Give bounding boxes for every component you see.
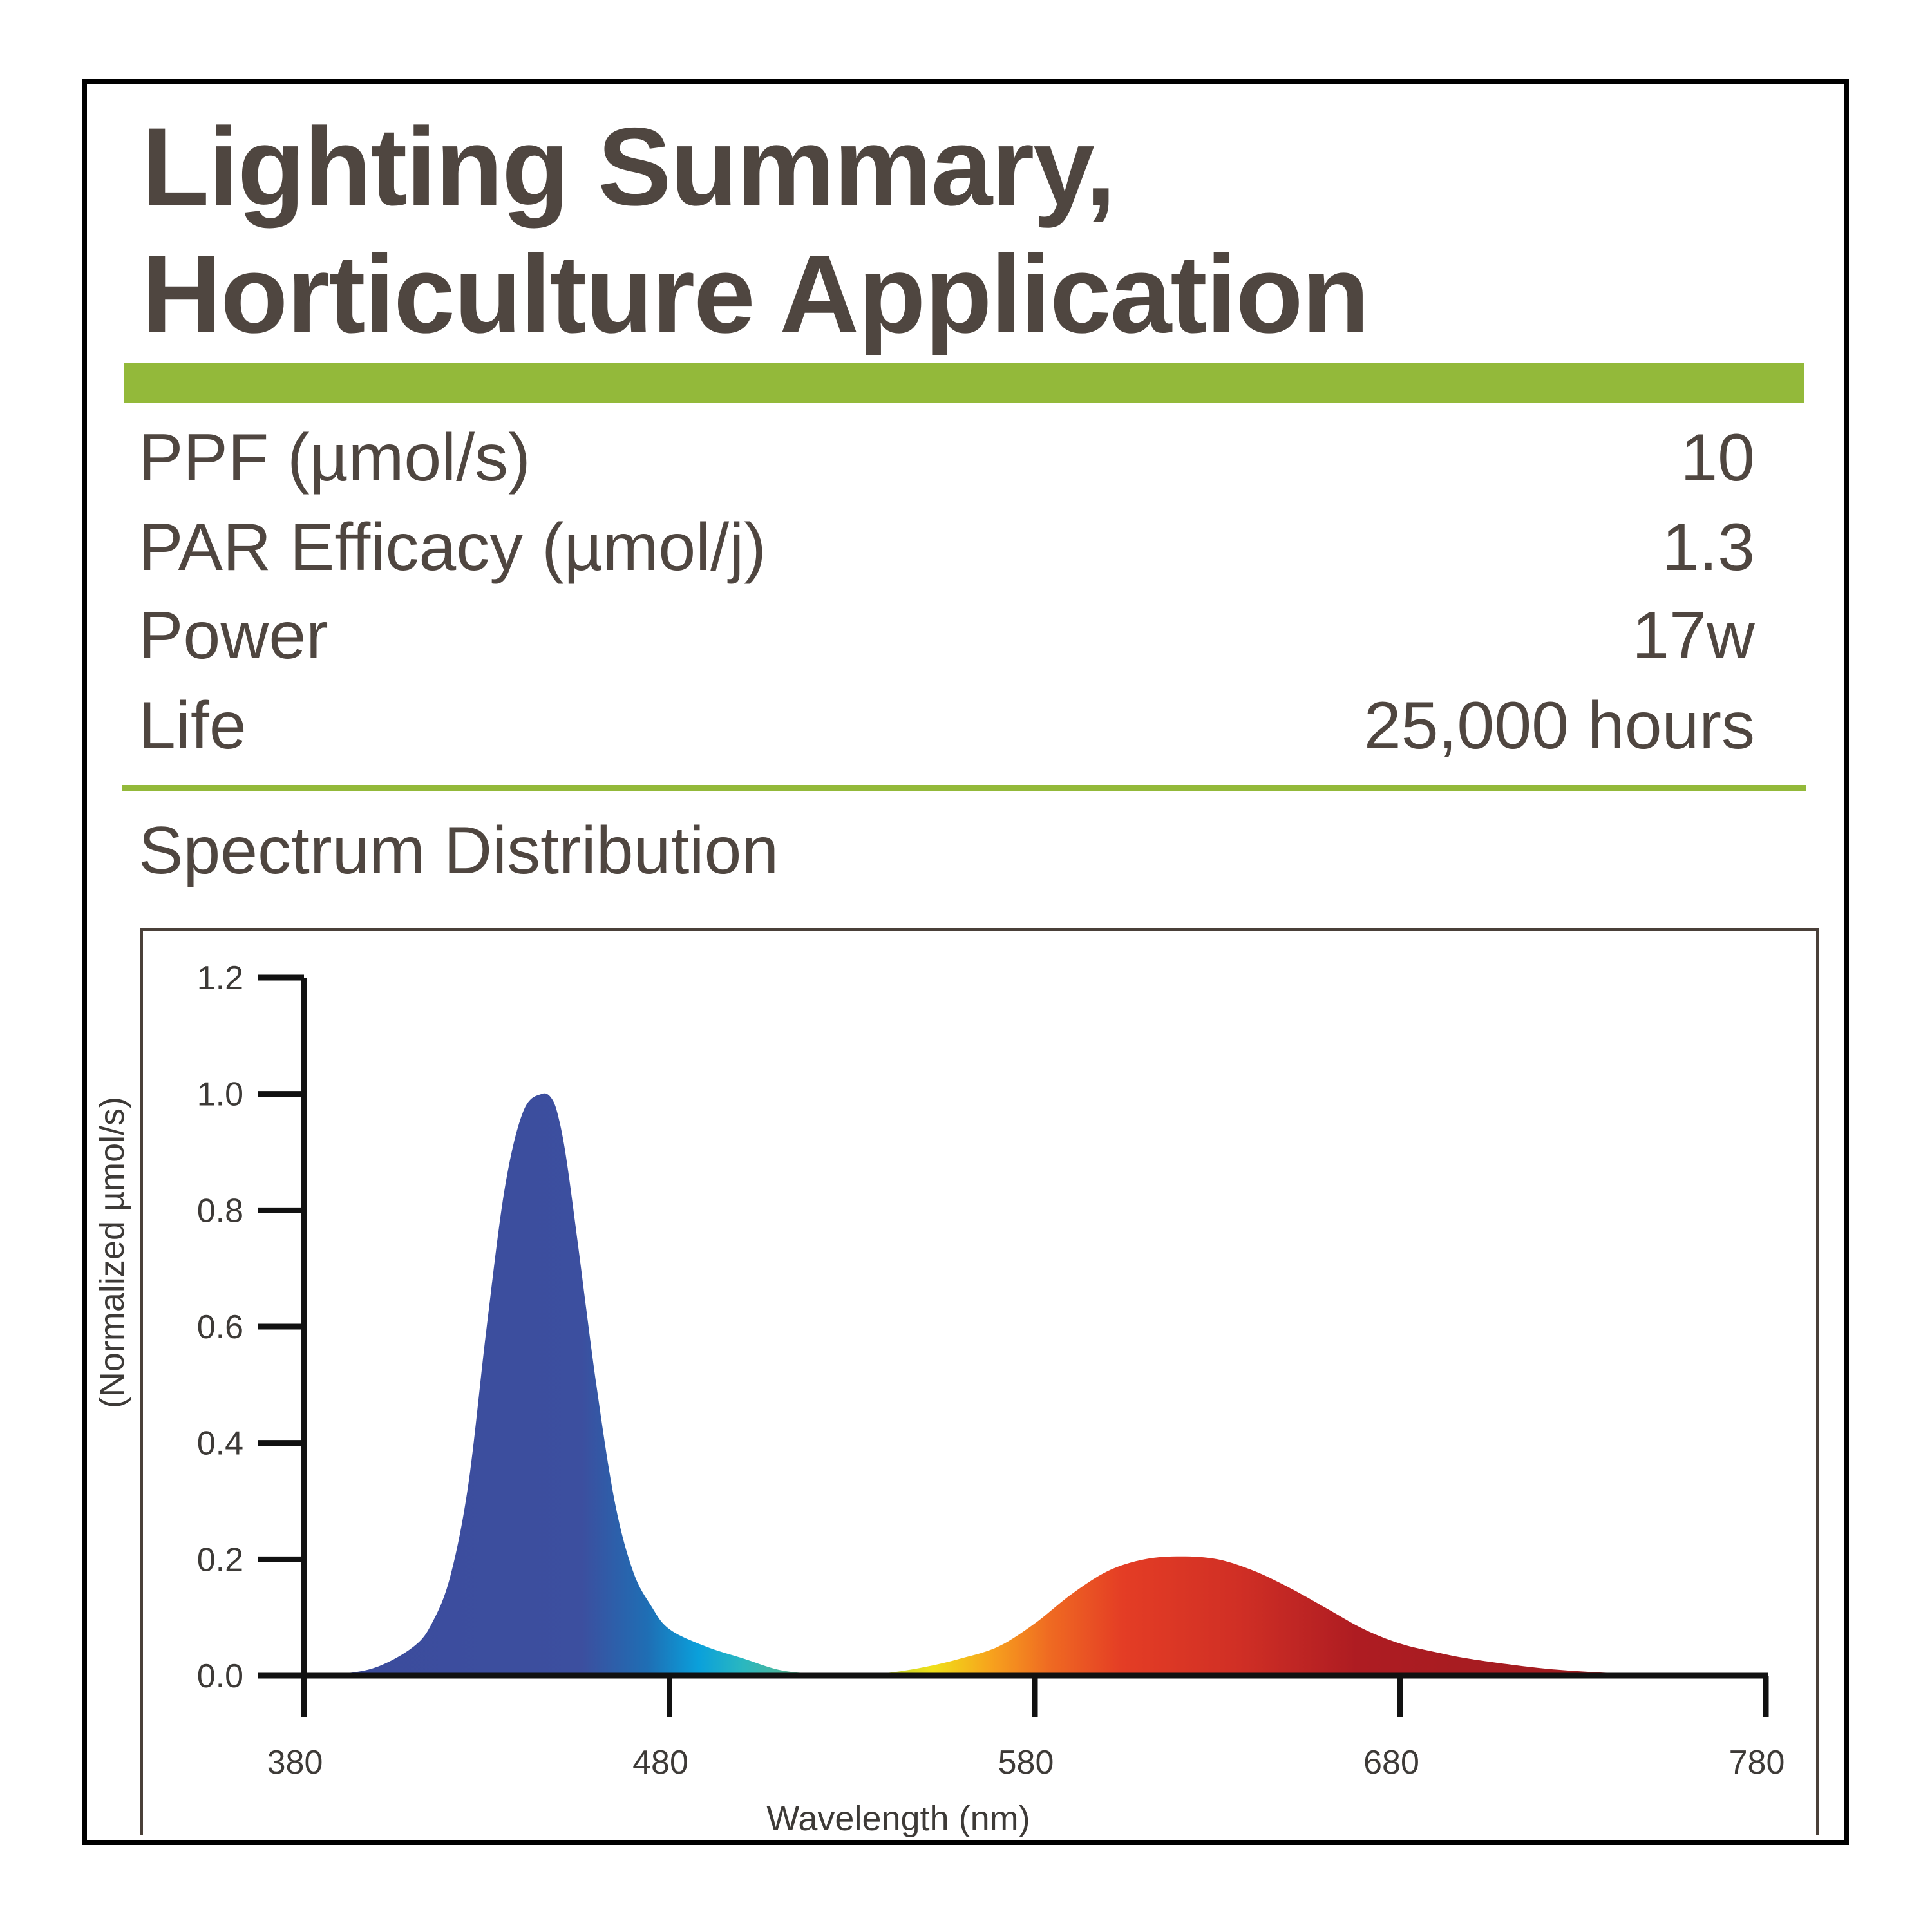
y-tick-label: 0.2 xyxy=(197,1541,243,1578)
spec-label: PAR Efficacy (µmol/j) xyxy=(138,509,766,585)
title-line-1: Lighting Summary, xyxy=(142,105,1116,229)
x-tick-label: 380 xyxy=(267,1744,323,1781)
spec-row-life: Life 25,000 hours xyxy=(138,684,1755,768)
y-tick-label: 0.8 xyxy=(197,1192,243,1229)
spec-row-par-efficacy: PAR Efficacy (µmol/j) 1.3 xyxy=(138,506,1755,589)
title-line-2: Horticulture Application xyxy=(142,232,1370,356)
green-divider xyxy=(122,785,1806,791)
page-title: Lighting Summary, Horticulture Applicati… xyxy=(142,103,1370,358)
spec-value: 17w xyxy=(1632,598,1755,673)
green-header-bar xyxy=(124,363,1804,403)
y-tick-label: 0.4 xyxy=(197,1425,243,1463)
spec-value: 1.3 xyxy=(1662,509,1755,585)
chart-border xyxy=(140,928,1819,1835)
spec-row-power: Power 17w xyxy=(138,594,1755,677)
y-tick-label: 1.2 xyxy=(197,960,243,997)
x-axis-ticks: 380 480 580 680 780 xyxy=(267,1676,1785,1781)
spec-value: 25,000 hours xyxy=(1363,688,1755,763)
spec-value: 10 xyxy=(1680,420,1755,495)
x-tick-label: 480 xyxy=(632,1744,688,1781)
x-tick-label: 580 xyxy=(998,1744,1054,1781)
x-axis-label: Wavelength (nm) xyxy=(766,1799,1030,1838)
spec-label: Power xyxy=(138,598,328,673)
y-tick-label: 0.0 xyxy=(197,1658,243,1695)
y-tick-label: 1.0 xyxy=(197,1076,243,1113)
y-tick-label: 0.6 xyxy=(197,1309,243,1346)
spectrum-area xyxy=(304,1093,1766,1676)
section-title: Spectrum Distribution xyxy=(138,813,779,888)
spec-row-ppf: PPF (µmol/s) 10 xyxy=(138,416,1755,500)
spec-label: Life xyxy=(138,688,247,763)
y-axis-ticks: 0.0 0.2 0.4 0.6 0.8 1.0 1.2 xyxy=(197,960,304,1695)
y-axis-label: (Normalized µmol/s) xyxy=(93,1097,131,1408)
x-tick-label: 680 xyxy=(1363,1744,1419,1781)
x-tick-label: 780 xyxy=(1729,1744,1785,1781)
spec-label: PPF (µmol/s) xyxy=(138,420,531,495)
card-frame xyxy=(82,79,1849,1845)
